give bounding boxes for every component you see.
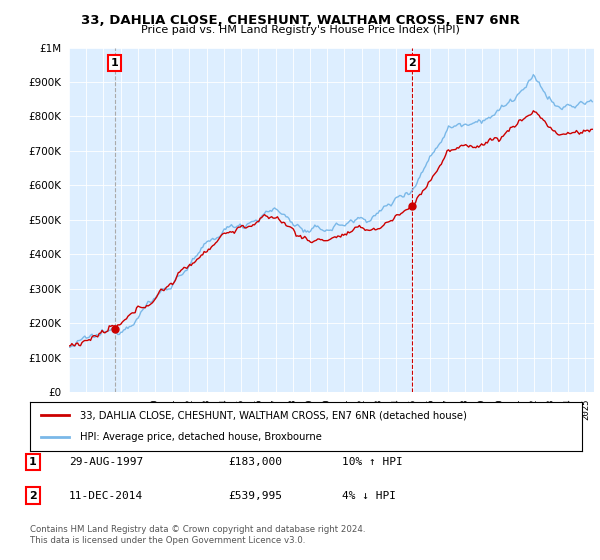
Text: 29-AUG-1997: 29-AUG-1997: [69, 457, 143, 467]
Text: 11-DEC-2014: 11-DEC-2014: [69, 491, 143, 501]
Text: 10% ↑ HPI: 10% ↑ HPI: [342, 457, 403, 467]
Text: 4% ↓ HPI: 4% ↓ HPI: [342, 491, 396, 501]
Text: Price paid vs. HM Land Registry's House Price Index (HPI): Price paid vs. HM Land Registry's House …: [140, 25, 460, 35]
Text: 33, DAHLIA CLOSE, CHESHUNT, WALTHAM CROSS, EN7 6NR (detached house): 33, DAHLIA CLOSE, CHESHUNT, WALTHAM CROS…: [80, 410, 467, 421]
Text: 2: 2: [29, 491, 37, 501]
Text: 2: 2: [409, 58, 416, 68]
Text: 1: 1: [29, 457, 37, 467]
Text: 1: 1: [111, 58, 119, 68]
Text: £539,995: £539,995: [228, 491, 282, 501]
Text: 33, DAHLIA CLOSE, CHESHUNT, WALTHAM CROSS, EN7 6NR: 33, DAHLIA CLOSE, CHESHUNT, WALTHAM CROS…: [80, 14, 520, 27]
Text: Contains HM Land Registry data © Crown copyright and database right 2024.
This d: Contains HM Land Registry data © Crown c…: [30, 525, 365, 545]
Text: £183,000: £183,000: [228, 457, 282, 467]
Text: HPI: Average price, detached house, Broxbourne: HPI: Average price, detached house, Brox…: [80, 432, 322, 442]
